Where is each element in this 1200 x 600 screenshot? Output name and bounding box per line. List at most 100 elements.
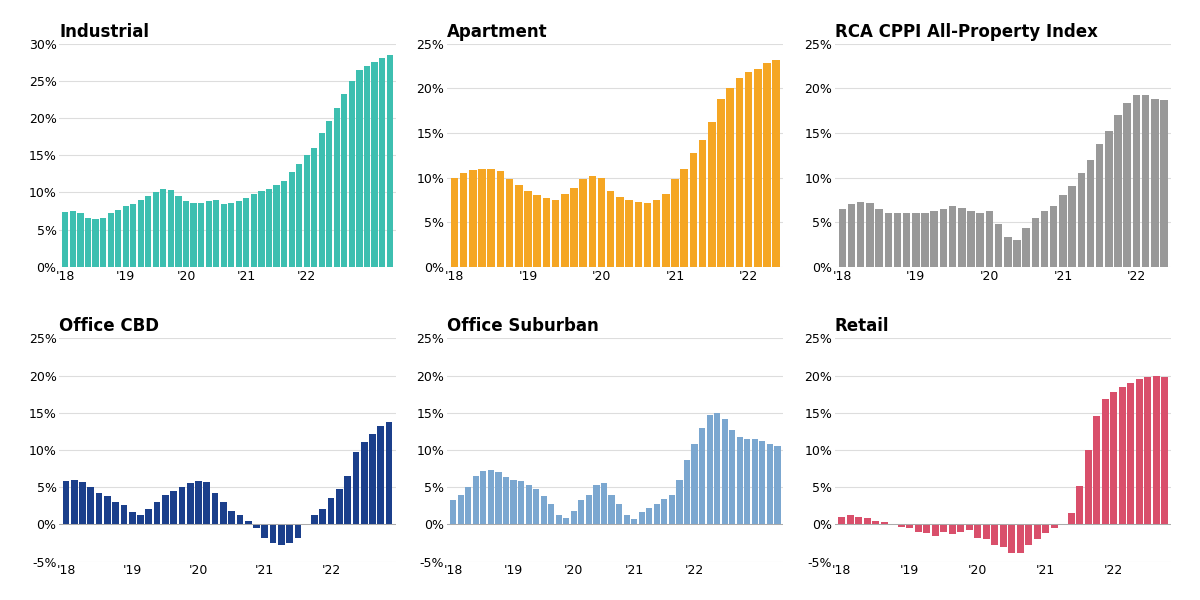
Bar: [130, 203, 137, 267]
Bar: [1060, 196, 1067, 267]
Text: Office Suburban: Office Suburban: [448, 317, 599, 335]
Bar: [601, 484, 607, 524]
Bar: [1087, 160, 1094, 267]
Bar: [707, 415, 713, 524]
Bar: [552, 200, 559, 267]
Bar: [182, 202, 190, 267]
Bar: [385, 422, 392, 524]
Bar: [88, 487, 94, 524]
Bar: [1115, 115, 1122, 267]
Bar: [872, 521, 880, 524]
Bar: [930, 211, 938, 267]
Bar: [556, 515, 562, 524]
Bar: [145, 509, 152, 524]
Bar: [580, 179, 587, 267]
Bar: [287, 524, 293, 543]
Bar: [236, 515, 244, 524]
Bar: [497, 172, 504, 267]
Bar: [977, 213, 984, 267]
Bar: [175, 196, 181, 267]
Bar: [244, 197, 250, 267]
Bar: [220, 502, 227, 524]
Bar: [62, 212, 68, 267]
Bar: [1068, 187, 1076, 267]
Bar: [524, 191, 532, 267]
Bar: [451, 178, 458, 267]
Bar: [341, 94, 348, 267]
Text: Office CBD: Office CBD: [59, 317, 160, 335]
Bar: [214, 200, 220, 267]
Bar: [548, 503, 554, 524]
Bar: [228, 511, 235, 524]
Bar: [1040, 211, 1049, 267]
Bar: [96, 493, 102, 524]
Bar: [857, 202, 864, 267]
Bar: [839, 209, 846, 267]
Bar: [196, 481, 202, 524]
Bar: [763, 63, 770, 267]
Bar: [540, 496, 547, 524]
Bar: [353, 452, 359, 524]
Text: Retail: Retail: [835, 317, 889, 335]
Bar: [71, 479, 78, 524]
Bar: [70, 211, 76, 267]
Bar: [1068, 513, 1074, 524]
Bar: [1127, 383, 1134, 524]
Bar: [1078, 173, 1085, 267]
Bar: [949, 524, 955, 534]
Bar: [864, 518, 871, 524]
Bar: [113, 502, 119, 524]
Bar: [62, 481, 70, 524]
Bar: [1160, 100, 1168, 267]
Bar: [154, 502, 161, 524]
Bar: [562, 194, 569, 267]
Bar: [487, 169, 496, 267]
Bar: [170, 491, 178, 524]
Bar: [726, 88, 734, 267]
Bar: [344, 476, 352, 524]
Bar: [985, 211, 994, 267]
Bar: [1051, 524, 1057, 528]
Bar: [625, 200, 632, 267]
Bar: [588, 176, 596, 267]
Bar: [115, 209, 121, 267]
Text: Apartment: Apartment: [448, 23, 547, 41]
Bar: [1118, 386, 1126, 524]
Bar: [856, 517, 863, 524]
Bar: [1013, 240, 1021, 267]
Bar: [460, 173, 468, 267]
Bar: [205, 202, 211, 267]
Bar: [457, 494, 464, 524]
Bar: [578, 500, 584, 524]
Bar: [1142, 95, 1150, 267]
Bar: [319, 133, 325, 267]
Bar: [638, 512, 644, 524]
Bar: [866, 203, 874, 267]
Bar: [730, 430, 736, 524]
Bar: [1152, 376, 1159, 524]
Bar: [1032, 218, 1039, 267]
Bar: [1025, 524, 1032, 545]
Bar: [1096, 143, 1104, 267]
Bar: [941, 524, 947, 532]
Bar: [356, 70, 362, 267]
Bar: [983, 524, 990, 539]
Bar: [847, 515, 853, 524]
Bar: [251, 194, 257, 267]
Bar: [958, 524, 964, 532]
Bar: [680, 169, 688, 267]
Bar: [526, 485, 532, 524]
Bar: [379, 58, 385, 267]
Bar: [1076, 485, 1084, 524]
Bar: [328, 499, 335, 524]
Bar: [506, 179, 514, 267]
Bar: [995, 224, 1002, 267]
Bar: [721, 419, 727, 524]
Bar: [473, 476, 479, 524]
Bar: [1133, 95, 1140, 267]
Bar: [361, 442, 367, 524]
Bar: [875, 209, 883, 267]
Text: RCA CPPI All-Property Index: RCA CPPI All-Property Index: [835, 23, 1098, 41]
Bar: [469, 170, 476, 267]
Bar: [624, 515, 630, 524]
